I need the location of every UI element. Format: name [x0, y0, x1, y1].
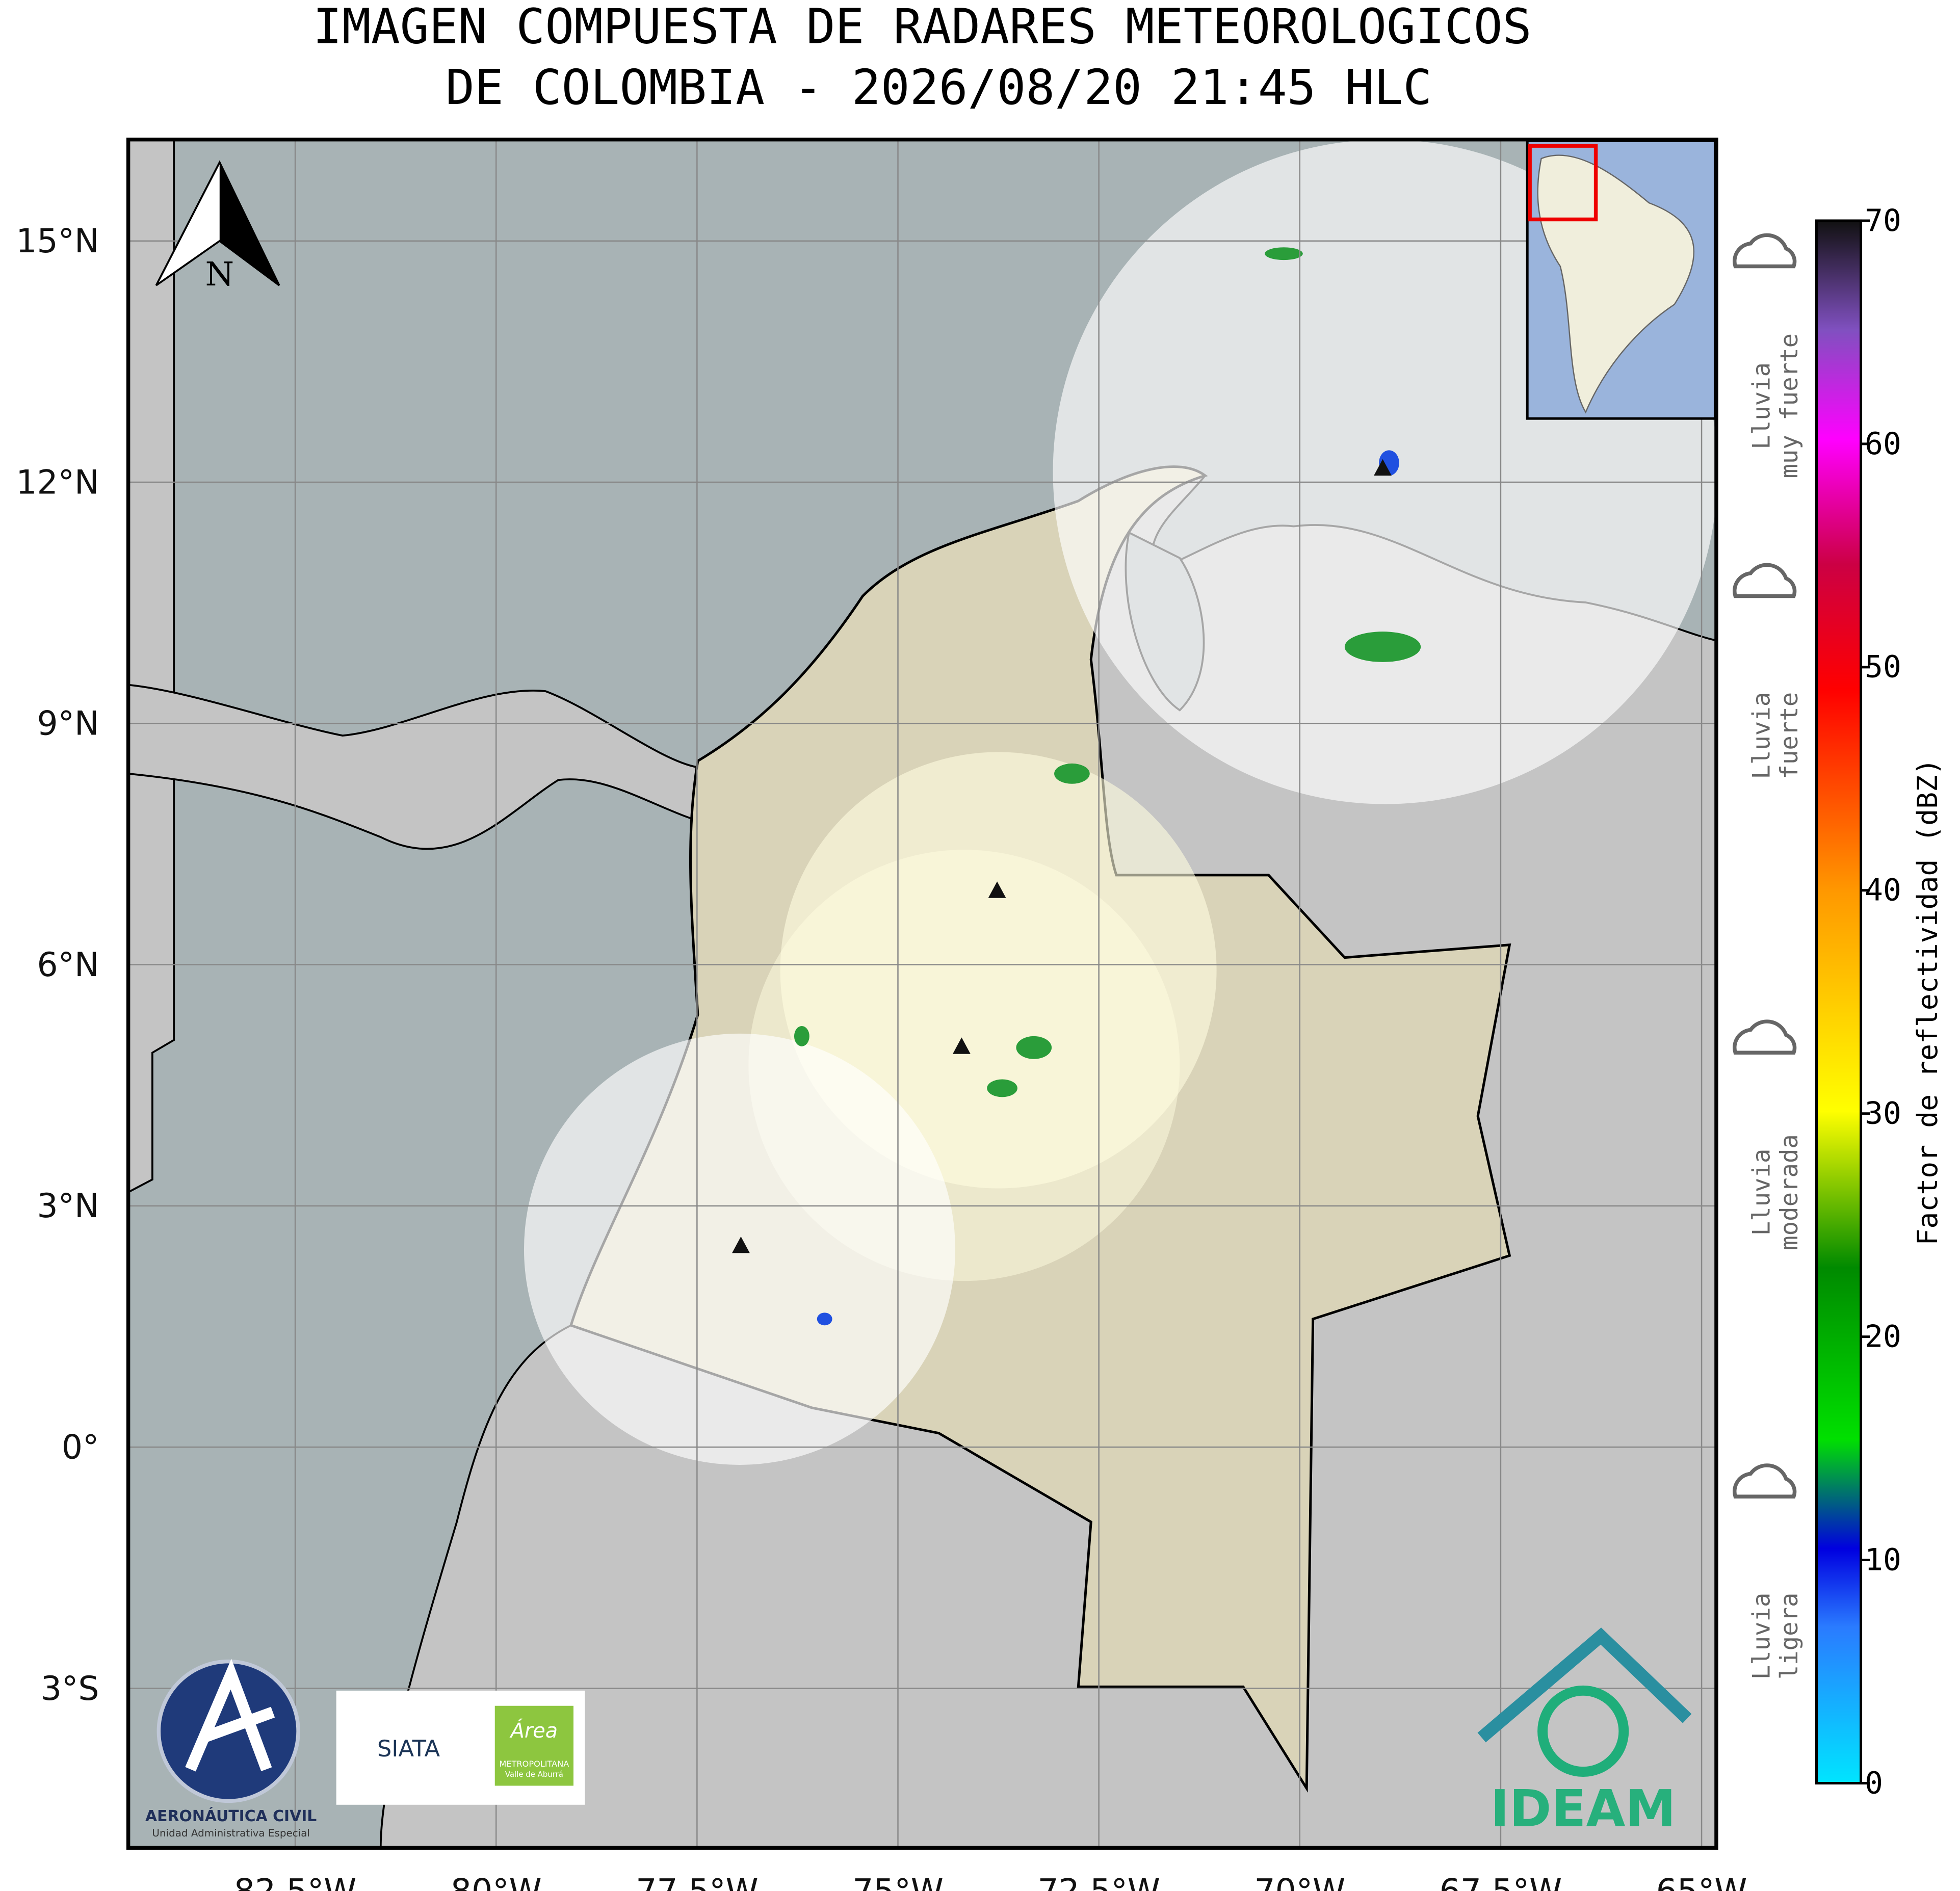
ideam-logo: IDEAM [1491, 1780, 1676, 1839]
title-line-2: DE COLOMBIA - 2026/08/20 21:45 HLC [446, 60, 1432, 116]
colorbar-tick-label: 0 [1865, 1766, 1883, 1801]
rain-category-label: Lluvia [1747, 362, 1775, 450]
lon-tick-label: 67.5°W [1440, 1872, 1562, 1891]
axis-labels: 82.5°W 80°W 77.5°W 75°W 72.5°W 70°W 67.5°W 65°W… [16, 222, 1747, 1891]
colorbar-tick-label: 40 [1865, 873, 1901, 908]
lat-tick-label: 3°N [37, 1187, 99, 1225]
aerocivil-mark [185, 1659, 275, 1772]
lat-tick-label: 0° [62, 1429, 99, 1467]
graticule [128, 139, 1716, 1848]
map-frame [126, 137, 1718, 1850]
ideam-swirl [1537, 1685, 1629, 1777]
radar-sites [732, 459, 1392, 1253]
colorbar-tick-label: 70 [1865, 203, 1901, 239]
lon-tick-label: 80°W [451, 1872, 542, 1891]
title-line-1: IMAGEN COMPUESTA DE RADARES METEOROLOGIC… [313, 0, 1532, 55]
rain-category-label: fuerte [1775, 692, 1804, 779]
colorbar [1815, 219, 1863, 1784]
lon-tick-label: 75°W [852, 1872, 944, 1891]
rain-icon [1733, 563, 1797, 598]
map-body: N AERONÁUTICA CIVIL Unidad Administrativ… [128, 139, 1716, 1848]
area-name: Área [509, 1719, 558, 1743]
lon-tick-label: 72.5°W [1037, 1872, 1160, 1891]
colorbar-tick-label: 60 [1865, 427, 1901, 462]
rain-icon [1733, 233, 1797, 269]
inset-extent [1528, 144, 1598, 222]
aerocivil-subtitle: Unidad Administrativa Especial [152, 1827, 309, 1839]
rain-icon [1733, 1463, 1797, 1499]
colorbar-ticks: 0 10 20 30 40 50 60 70 [1861, 203, 1901, 1801]
rain-icon [1733, 1019, 1797, 1055]
ideam-roof [1477, 1627, 1692, 1743]
rain-category-label: muy fuerte [1775, 333, 1804, 479]
rain-category-label: ligera [1775, 1592, 1804, 1679]
north-label: N [205, 255, 234, 294]
colorbar-tick-label: 20 [1865, 1320, 1901, 1355]
colorbar-tick-label: 10 [1865, 1542, 1901, 1578]
lat-tick-label: 12°N [16, 463, 99, 502]
lat-tick-label: 6°N [37, 946, 99, 984]
area-sub2: Valle de Aburrá [505, 1770, 563, 1779]
area-sub: METROPOLITANA [499, 1759, 569, 1769]
rain-category-label: Lluvia [1747, 1149, 1775, 1236]
area-logo [494, 1705, 574, 1786]
land [128, 139, 175, 1194]
lon-tick-label: 82.5°W [234, 1872, 356, 1891]
lon-tick-label: 70°W [1254, 1872, 1345, 1891]
radar-echoes [794, 247, 1421, 1326]
lon-tick-label: 65°W [1656, 1872, 1747, 1891]
siata-logo: SIATA [377, 1735, 440, 1762]
lat-tick-label: 15°N [16, 222, 99, 260]
lat-tick-label: 3°S [41, 1670, 99, 1708]
colorbar-tick-label: 50 [1865, 650, 1901, 685]
lon-tick-label: 77.5°W [636, 1872, 758, 1891]
rain-category-label: Lluvia [1747, 692, 1775, 779]
aerocivil-name: AERONÁUTICA CIVIL [145, 1807, 317, 1825]
rain-category-label: moderada [1775, 1134, 1804, 1250]
rain-category-label: Lluvia [1747, 1592, 1775, 1679]
lat-tick-label: 9°N [37, 705, 99, 743]
colorbar-label: Factor de reflectividad (dBZ) [1911, 758, 1944, 1246]
colorbar-tick-label: 30 [1865, 1096, 1901, 1132]
